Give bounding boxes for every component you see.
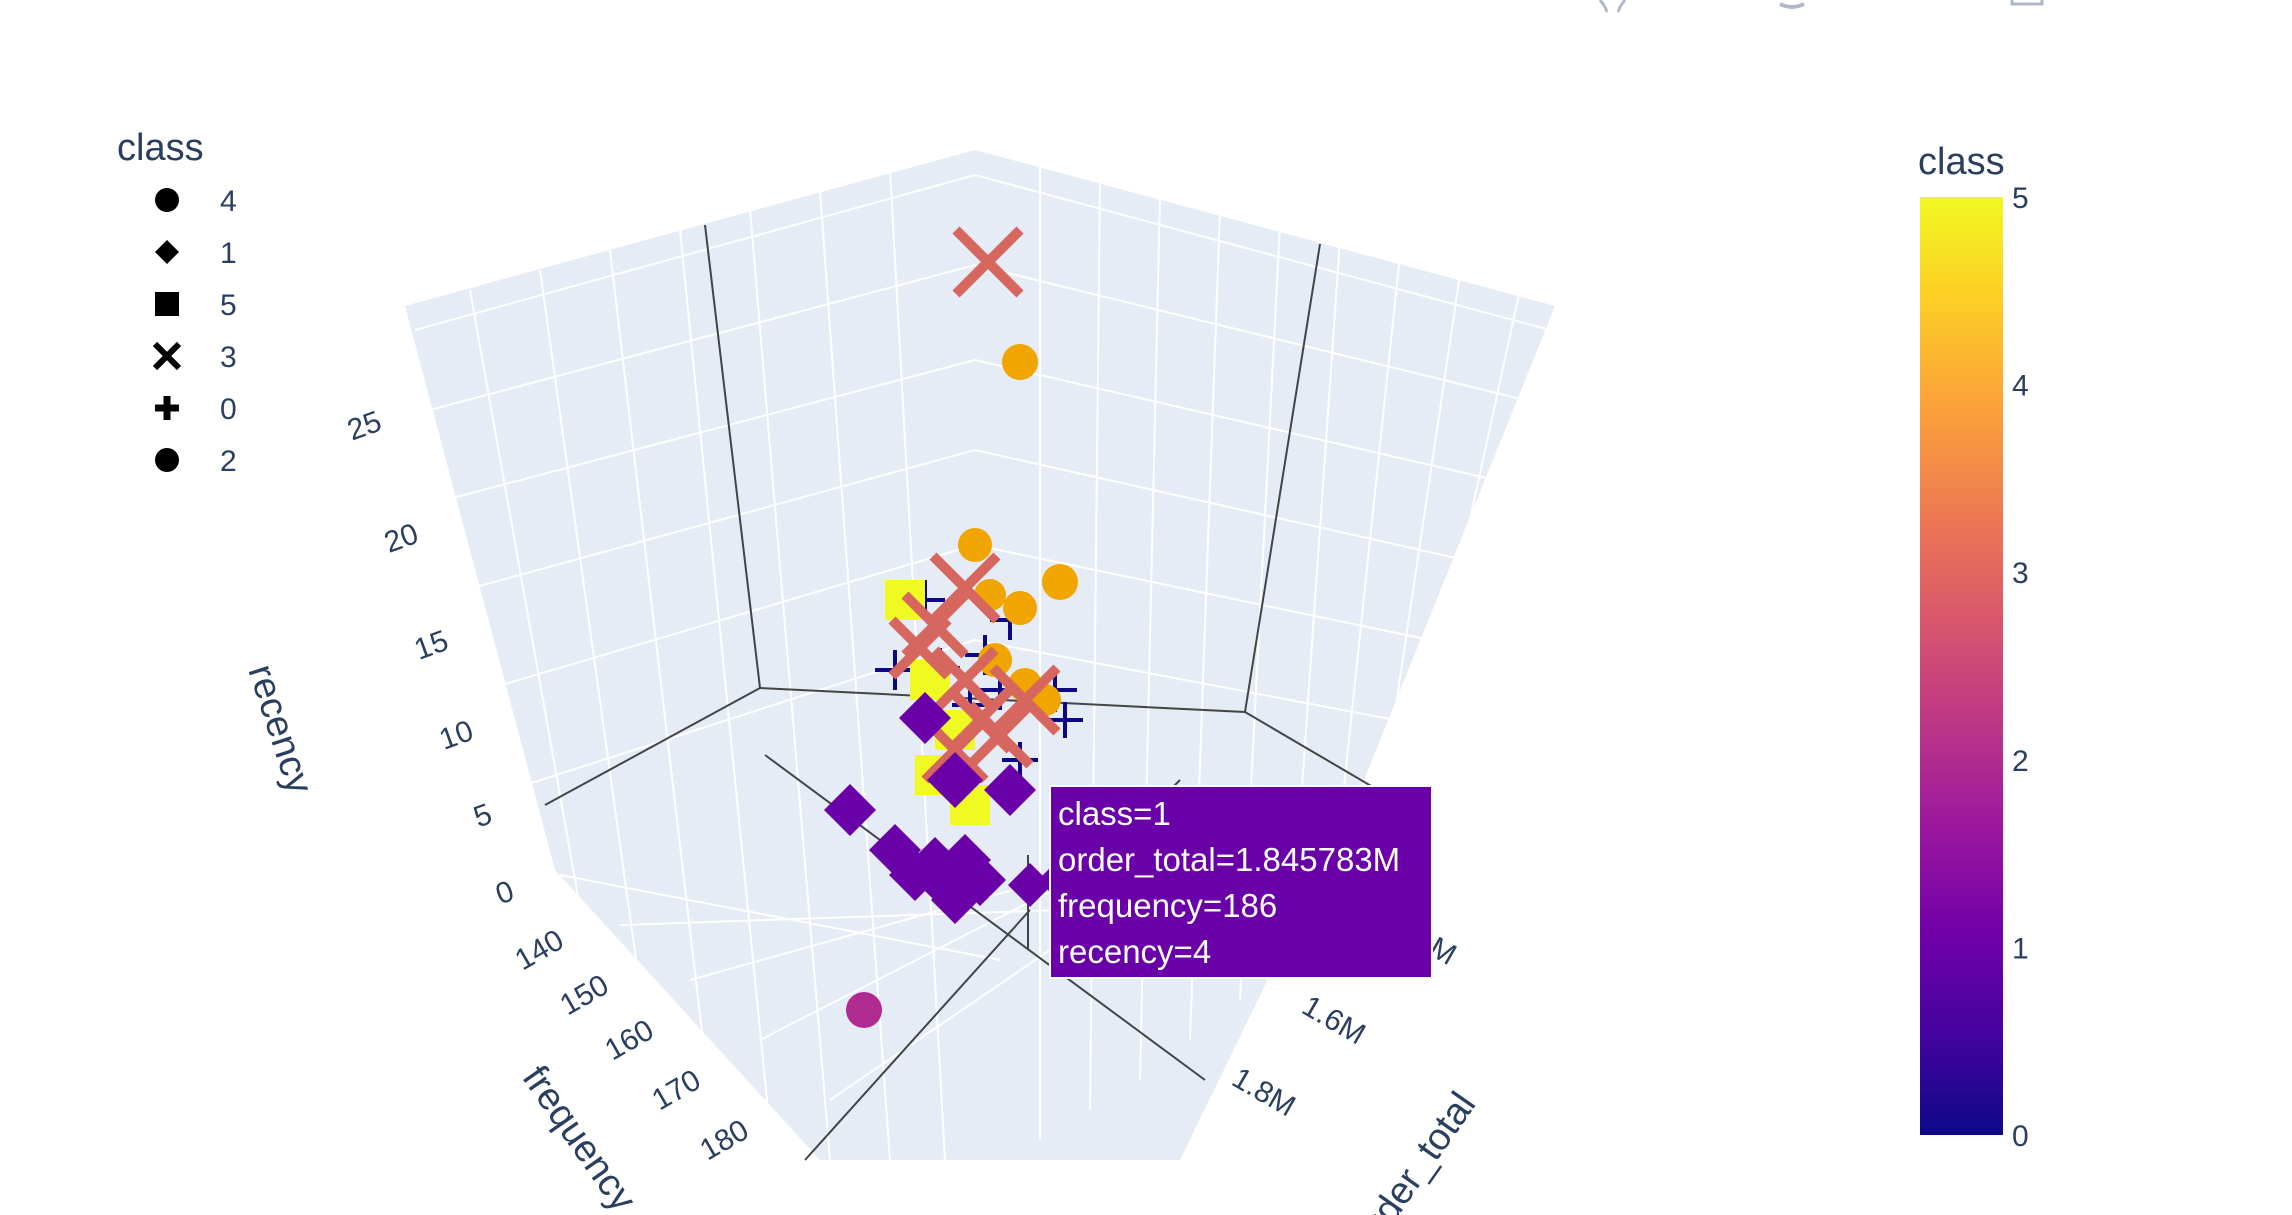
x-tick-label: 1.8M [1227, 1061, 1301, 1123]
scatter-point[interactable] [1008, 863, 1052, 907]
scatter-point[interactable] [824, 784, 876, 836]
z-tick-label: 10 [435, 714, 478, 756]
legend-symbol-icon [155, 188, 179, 212]
scatter-point[interactable] [931, 646, 999, 714]
scatter-point[interactable] [931, 876, 979, 924]
colorbar: class 0 1 2 3 4 5 [1918, 141, 2029, 1153]
legend-label: 0 [220, 393, 237, 426]
hover-tooltip: class=1 order_total=1.845783M frequency=… [1038, 785, 1433, 979]
gridline [974, 174, 1551, 331]
scatter-point[interactable] [888, 616, 952, 680]
legend-item[interactable]: 4 [155, 185, 237, 218]
legend-item[interactable]: 0 [155, 393, 237, 426]
y-axis-title: frequency [514, 1058, 644, 1215]
legend-symbol-icon [155, 240, 179, 264]
pane-floor-front [555, 790, 1360, 1160]
x-axis-title: order_total [1346, 1085, 1485, 1215]
scene[interactable]: 25 20 15 10 5 0 140 150 160 170 180 1.6M… [239, 150, 1555, 1215]
legend-title: class [117, 127, 204, 169]
colorbar-tick-label: 1 [2012, 932, 2029, 965]
gridline [469, 289, 601, 1021]
y-tick-label: 140 [510, 924, 570, 978]
scatter-point[interactable] [1042, 564, 1078, 600]
tooltip-line: order_total=1.845783M [1058, 841, 1400, 878]
legend-label: 4 [220, 185, 237, 218]
tooltip-line: recency=4 [1058, 933, 1211, 970]
modebar[interactable] [1598, 0, 2044, 14]
gridline [444, 359, 976, 501]
z-tick-label: 0 [491, 875, 518, 912]
tooltip-line: frequency=186 [1058, 887, 1277, 924]
legend-symbol-icon [152, 341, 182, 371]
y-tick-label: 180 [695, 1114, 755, 1168]
z-axis-title: recency [239, 659, 320, 799]
legend-label: 1 [220, 237, 237, 270]
scatter-point[interactable] [984, 764, 1036, 816]
gridline [974, 359, 1496, 481]
scatter-point[interactable] [1003, 591, 1037, 625]
gridline [974, 639, 1396, 721]
data-points[interactable] [824, 226, 1083, 1028]
camera-icon[interactable] [2010, 0, 2044, 6]
z-tick-label: 20 [380, 517, 423, 559]
scatter-point[interactable] [952, 226, 1024, 298]
scatter-point[interactable] [958, 528, 992, 562]
gridline [974, 264, 1526, 401]
colorbar-gradient [1920, 197, 2003, 1135]
gridline [1369, 274, 1461, 881]
z-tick-label: 5 [469, 798, 496, 835]
colorbar-tick-label: 0 [2012, 1120, 2029, 1153]
colorbar-tick-label: 5 [2012, 182, 2029, 215]
gridline [539, 269, 651, 1061]
gridline [464, 449, 976, 591]
gridline [559, 874, 1001, 961]
gridline [619, 909, 1061, 926]
scatter-point[interactable] [966, 701, 1034, 769]
legend-item[interactable]: 1 [155, 237, 237, 270]
scatter-point[interactable] [1047, 702, 1083, 738]
legend-label: 3 [220, 341, 237, 374]
y-tick-label: 150 [555, 969, 615, 1023]
tooltip-line: class=1 [1058, 795, 1171, 832]
pan-icon[interactable] [1779, 2, 1805, 9]
colorbar-title: class [1918, 141, 2005, 183]
legend-symbol-icon [155, 396, 179, 420]
gridline [974, 449, 1466, 561]
zoom-icon[interactable] [1598, 0, 1627, 14]
gridline [414, 174, 976, 331]
legend-item[interactable]: 2 [155, 445, 237, 478]
z-tick-label: 15 [410, 624, 453, 666]
legend-symbol-icon [155, 448, 179, 472]
legend-item[interactable]: 3 [152, 341, 237, 374]
colorbar-tick-label: 2 [2012, 745, 2029, 778]
gridline [749, 209, 831, 1161]
y-tick-label: 170 [647, 1064, 707, 1118]
scatter-point[interactable] [927, 752, 983, 808]
scatter-point[interactable] [1002, 344, 1038, 380]
gridline [974, 544, 1431, 641]
gridline [484, 544, 976, 691]
colorbar-tick-label: 4 [2012, 370, 2029, 403]
legend-item[interactable]: 5 [155, 289, 237, 322]
legend[interactable]: class 4 1 5 3 0 2 [117, 127, 237, 478]
colorbar-tick-label: 3 [2012, 557, 2029, 590]
x-tick-label: 1.6M [1297, 989, 1371, 1051]
legend-symbol-icon [155, 292, 179, 316]
gridline [609, 249, 711, 1101]
gridline [1399, 289, 1521, 841]
scatter-point[interactable] [989, 664, 1061, 736]
legend-label: 5 [220, 289, 237, 322]
gridline [819, 189, 891, 1161]
gridline [679, 229, 771, 1131]
z-tick-label: 25 [343, 405, 386, 447]
scatter-point[interactable] [846, 992, 882, 1028]
gridline [429, 264, 976, 411]
legend-label: 2 [220, 445, 237, 478]
scatter-point[interactable] [899, 692, 951, 744]
